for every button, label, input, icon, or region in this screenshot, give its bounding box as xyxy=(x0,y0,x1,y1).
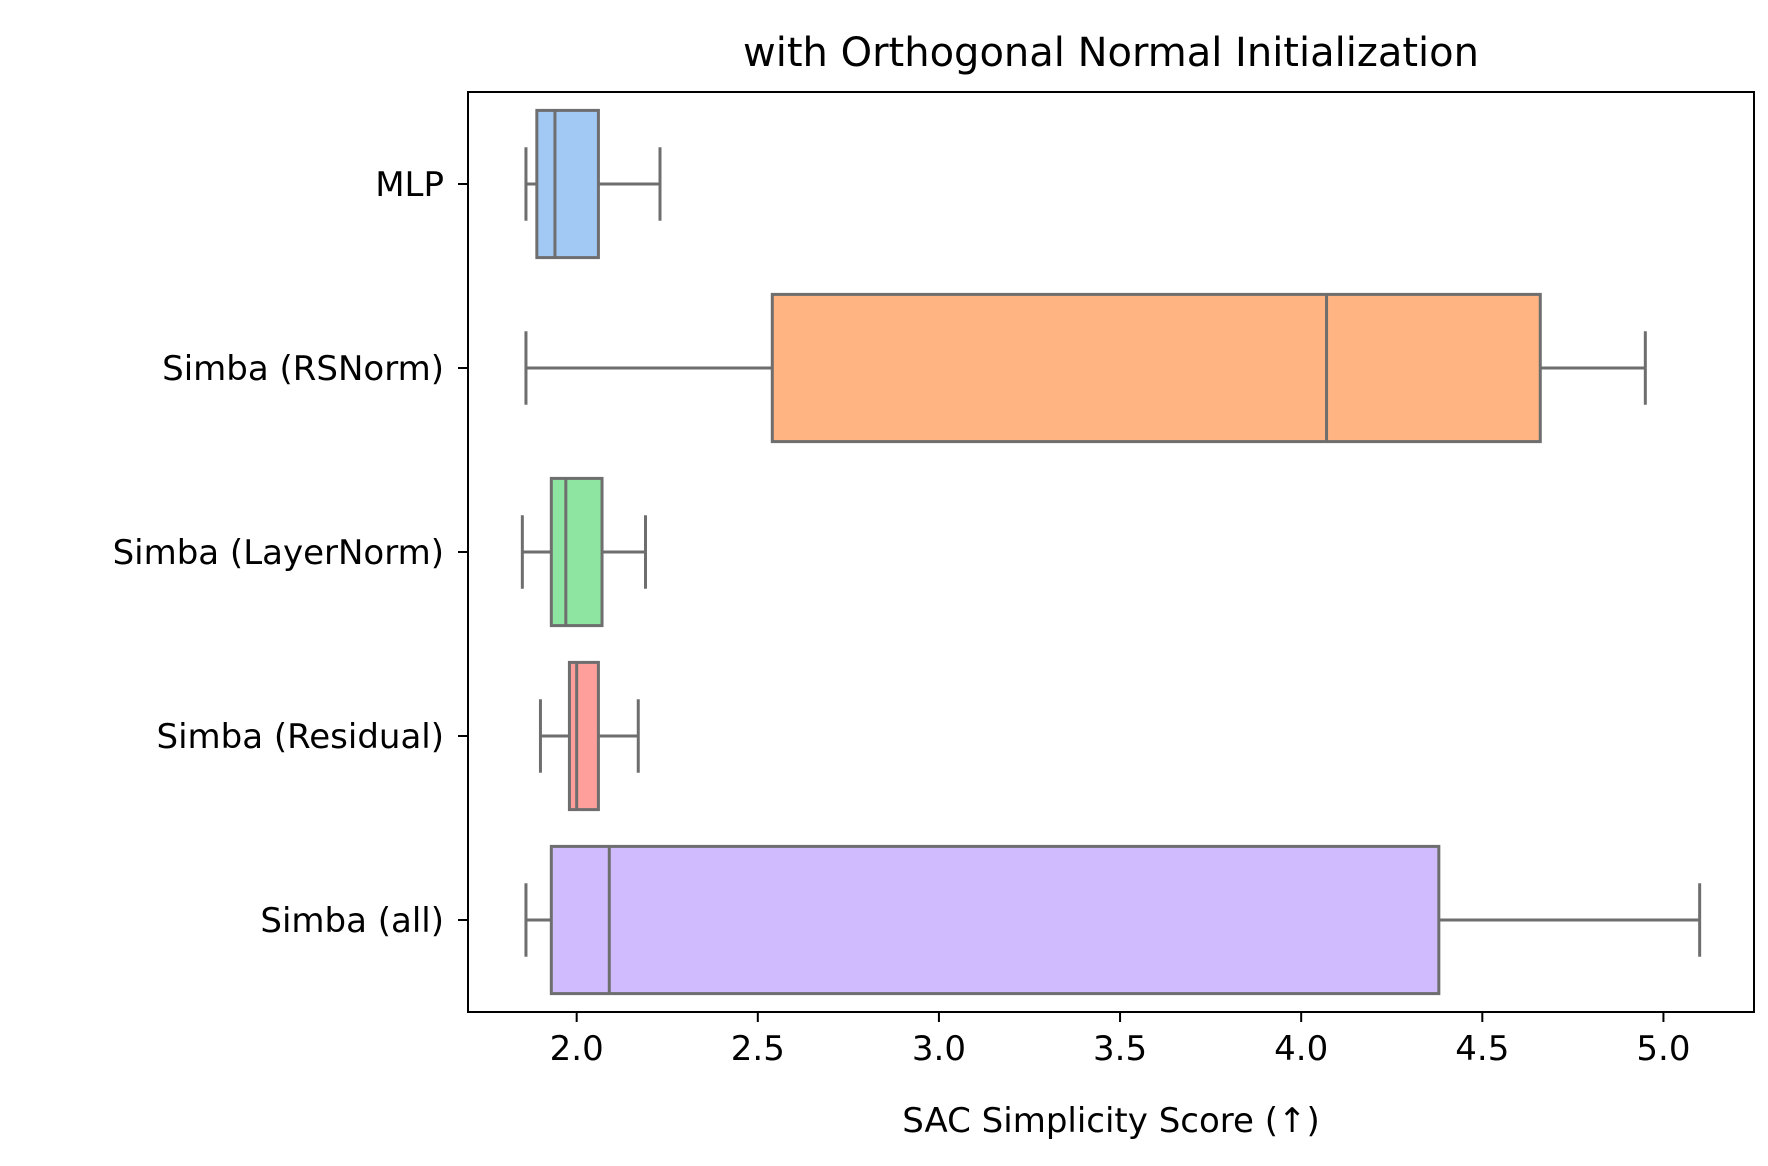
box-group xyxy=(520,476,648,628)
x-tick-label: 4.0 xyxy=(1274,1029,1328,1069)
x-tick-label: 4.5 xyxy=(1455,1029,1509,1069)
x-tick-label: 2.5 xyxy=(731,1029,785,1069)
box-group xyxy=(524,292,1647,444)
iqr-box xyxy=(549,476,604,628)
y-tick-label: Simba (Residual) xyxy=(157,717,445,757)
x-tick-label: 3.0 xyxy=(912,1029,966,1069)
iqr-box xyxy=(770,292,1542,444)
iqr-box xyxy=(549,844,1441,996)
x-axis: 2.0 2.5 3.0 3.5 4.0 4.5 5.0 xyxy=(550,1012,1690,1069)
x-tick-label: 2.0 xyxy=(550,1029,604,1069)
box-group xyxy=(524,108,662,260)
box-group xyxy=(538,660,640,812)
x-tick-label: 5.0 xyxy=(1636,1029,1690,1069)
x-tick-label: 3.5 xyxy=(1093,1029,1147,1069)
chart-title: with Orthogonal Normal Initialization xyxy=(743,30,1479,76)
y-tick-label: Simba (RSNorm) xyxy=(162,349,444,389)
y-tick-label: MLP xyxy=(375,165,444,205)
y-tick-label: Simba (all) xyxy=(260,901,444,941)
iqr-box xyxy=(567,660,600,812)
y-tick-label: Simba (LayerNorm) xyxy=(113,533,444,573)
box-group xyxy=(524,844,1702,996)
y-axis: MLP Simba (RSNorm) Simba (LayerNorm) Simba … xyxy=(113,165,468,941)
x-axis-label: SAC Simplicity Score (↑) xyxy=(902,1101,1320,1141)
iqr-box xyxy=(535,108,600,260)
plot-marks xyxy=(520,108,1702,996)
